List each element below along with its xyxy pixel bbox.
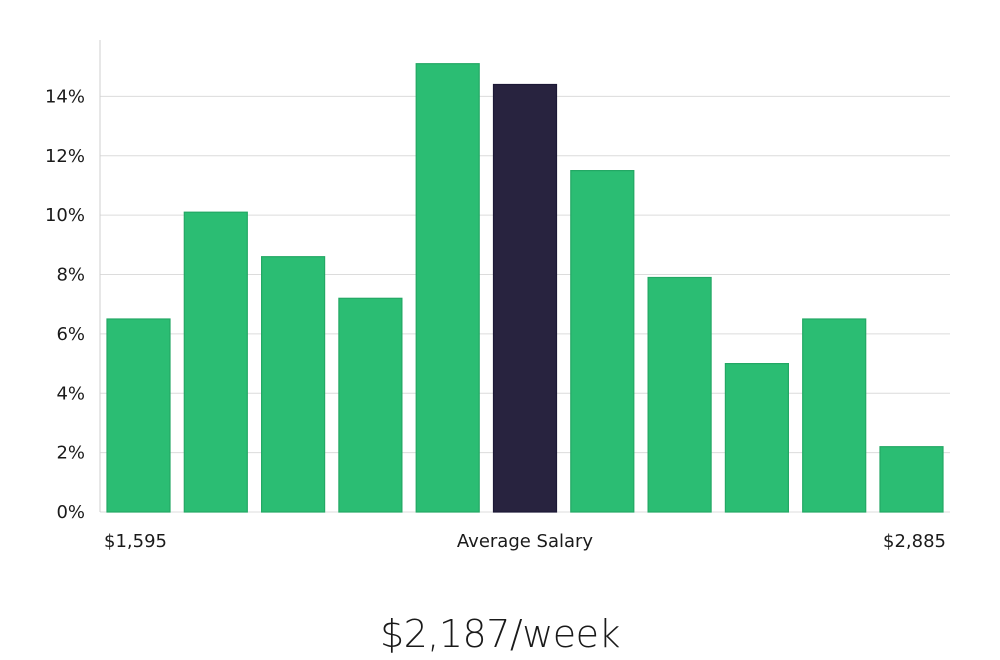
y-tick-label: 8% bbox=[56, 265, 85, 286]
bar bbox=[415, 63, 480, 513]
bar bbox=[338, 297, 403, 513]
y-tick-label: 2% bbox=[56, 443, 85, 464]
bar bbox=[879, 446, 944, 513]
x-max-label: $2,885 bbox=[883, 531, 946, 552]
bar-average-salary bbox=[492, 83, 558, 513]
x-min-label: $1,595 bbox=[104, 531, 167, 552]
bar bbox=[724, 363, 790, 513]
bar bbox=[261, 256, 326, 513]
y-axis-tick-labels: 0% 2% 4% 6% 8% 10% 12% 14% bbox=[45, 86, 85, 523]
y-tick-label: 12% bbox=[45, 146, 85, 167]
bars bbox=[106, 63, 944, 513]
bar bbox=[802, 318, 867, 513]
average-salary-value: $2,187/week bbox=[379, 612, 621, 656]
bar bbox=[183, 211, 248, 513]
y-tick-label: 0% bbox=[56, 502, 85, 523]
bar bbox=[106, 318, 171, 513]
y-tick-label: 6% bbox=[56, 324, 85, 345]
salary-histogram: 0% 2% 4% 6% 8% 10% 12% 14% $1,595 Average Salar… bbox=[45, 40, 950, 552]
y-tick-label: 4% bbox=[56, 383, 85, 404]
y-tick-label: 10% bbox=[45, 205, 85, 226]
bar bbox=[570, 170, 635, 513]
x-center-label: Average Salary bbox=[457, 531, 594, 552]
y-tick-label: 14% bbox=[45, 86, 85, 107]
bar bbox=[647, 276, 712, 513]
